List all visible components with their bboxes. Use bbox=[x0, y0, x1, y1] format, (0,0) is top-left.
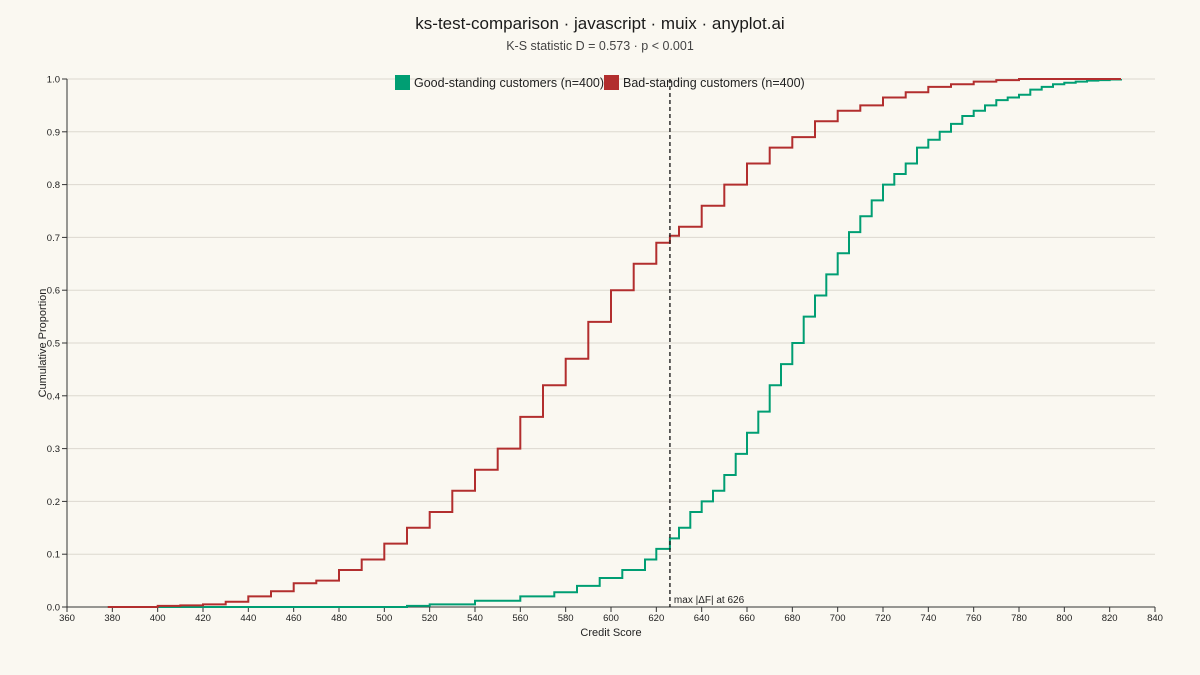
y-tick-label: 0.9 bbox=[47, 127, 60, 138]
x-tick-label: 840 bbox=[1147, 613, 1163, 624]
chart-subtitle: K-S statistic D = 0.573 · p < 0.001 bbox=[506, 39, 694, 53]
x-tick-label: 440 bbox=[240, 613, 256, 624]
x-tick-label: 380 bbox=[104, 613, 120, 624]
x-tick-label: 520 bbox=[422, 613, 438, 624]
y-tick-label: 0.2 bbox=[47, 497, 60, 508]
x-tick-label: 700 bbox=[830, 613, 846, 624]
good-standing-ecdf-line bbox=[107, 78, 1122, 608]
annotation-layer: max |ΔF| at 626 bbox=[669, 79, 745, 607]
legend: Good-standing customers (n=400) Bad-stand… bbox=[395, 75, 805, 90]
x-tick-label: 660 bbox=[739, 613, 755, 624]
y-axis: 0.0 0.1 0.2 0.3 0.4 0.5 0.6 0.7 0.8 0.9 1.0 bbox=[47, 75, 68, 614]
y-tick-label: 0.8 bbox=[47, 180, 60, 191]
y-tick-label: 0.0 bbox=[47, 603, 60, 614]
y-tick-label: 0.4 bbox=[47, 391, 60, 402]
x-tick-label: 420 bbox=[195, 613, 211, 624]
legend-swatch-bad bbox=[604, 75, 619, 90]
x-axis: 360 380 400 420 440 460 480 500 520 540 560 580 600 6… bbox=[59, 606, 1163, 624]
x-tick-label: 580 bbox=[558, 613, 574, 624]
y-tick-label: 0.6 bbox=[47, 286, 60, 297]
max-difference-label: max |ΔF| at 626 bbox=[674, 595, 745, 606]
x-tick-label: 560 bbox=[512, 613, 528, 624]
legend-swatch-good bbox=[395, 75, 410, 90]
x-tick-label: 480 bbox=[331, 613, 347, 624]
x-tick-label: 620 bbox=[648, 613, 664, 624]
y-tick-label: 0.3 bbox=[47, 444, 60, 455]
x-tick-label: 800 bbox=[1056, 613, 1072, 624]
x-tick-label: 760 bbox=[966, 613, 982, 624]
x-tick-label: 460 bbox=[286, 613, 302, 624]
x-tick-label: 640 bbox=[694, 613, 710, 624]
x-tick-label: 500 bbox=[376, 613, 392, 624]
y-tick-label: 1.0 bbox=[47, 75, 60, 86]
chart-title: ks-test-comparison · javascript · muix ·… bbox=[415, 14, 785, 33]
x-tick-label: 600 bbox=[603, 613, 619, 624]
x-tick-label: 720 bbox=[875, 613, 891, 624]
x-tick-label: 360 bbox=[59, 613, 75, 624]
series-layer bbox=[107, 78, 1122, 608]
x-tick-label: 680 bbox=[784, 613, 800, 624]
y-tick-label: 0.1 bbox=[47, 550, 60, 561]
y-tick-label: 0.5 bbox=[47, 339, 60, 350]
x-tick-label: 400 bbox=[150, 613, 166, 624]
x-tick-label: 540 bbox=[467, 613, 483, 624]
x-tick-label: 740 bbox=[920, 613, 936, 624]
x-tick-label: 820 bbox=[1102, 613, 1118, 624]
x-axis-label: Credit Score bbox=[580, 627, 641, 639]
x-tick-label: 780 bbox=[1011, 613, 1027, 624]
y-axis-label: Cumulative Proportion bbox=[37, 289, 49, 398]
legend-label-bad: Bad-standing customers (n=400) bbox=[623, 76, 805, 90]
legend-label-good: Good-standing customers (n=400) bbox=[414, 76, 604, 90]
bad-standing-ecdf-line bbox=[107, 78, 1121, 608]
y-tick-label: 0.7 bbox=[47, 233, 60, 244]
